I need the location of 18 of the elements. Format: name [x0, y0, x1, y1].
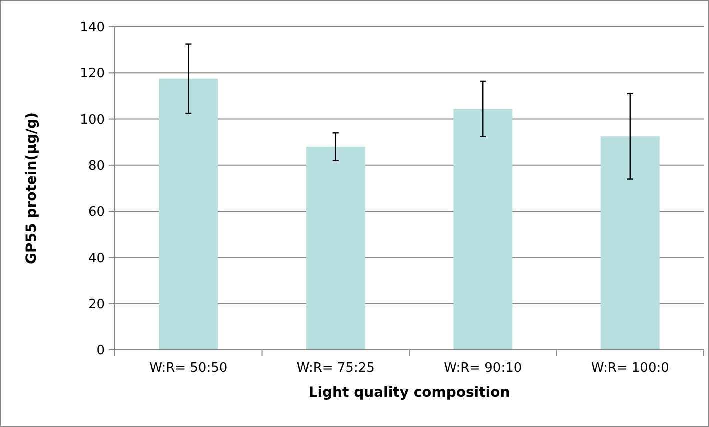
- y-tick-label: 120: [80, 66, 105, 82]
- y-tick-label: 140: [80, 20, 105, 36]
- bar: [600, 136, 660, 350]
- y-tick-label: 80: [88, 158, 105, 174]
- bar: [159, 78, 218, 350]
- y-tick-label: 40: [88, 251, 105, 266]
- x-tick-label: W:R= 50:50: [150, 361, 228, 376]
- y-tick-label: 0: [96, 344, 105, 359]
- x-tick-label: W:R= 75:25: [296, 361, 375, 376]
- y-tick-label: 20: [88, 297, 105, 312]
- y-axis-title: GP55 protein(μg/g): [24, 112, 40, 264]
- y-tick-label: 60: [88, 205, 105, 220]
- x-tick-label: W:R= 90:10: [444, 361, 522, 376]
- x-tick-label: W:R= 100:0: [591, 361, 670, 376]
- y-tick-label: 100: [80, 112, 105, 128]
- bar: [454, 109, 513, 350]
- bar: [306, 146, 366, 350]
- x-axis-title: Light quality composition: [308, 385, 510, 401]
